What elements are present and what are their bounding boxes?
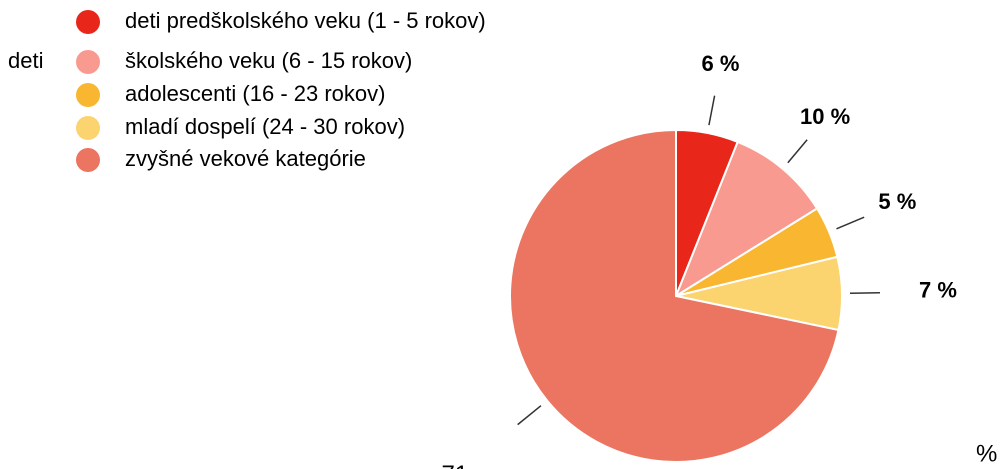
data-label: 5 % (878, 189, 916, 214)
annotation: % (976, 440, 997, 467)
legend-label: adolescenti (16 - 23 rokov) (125, 81, 385, 106)
legend-label: mladí dospelí (24 - 30 rokov) (125, 114, 405, 139)
data-label: 10 % (800, 104, 850, 129)
legend-label: školského veku (6 - 15 rokov) (125, 48, 412, 73)
legend-swatch (76, 148, 100, 172)
legend-swatch (76, 50, 100, 74)
data-label: 7 % (919, 278, 957, 303)
data-label: 6 % (702, 51, 740, 76)
legend-label: zvyšné vekové kategórie (125, 146, 366, 171)
pie-slice (673, 140, 819, 299)
leader-line (708, 95, 716, 126)
leader-line (517, 405, 542, 426)
pie-slice (509, 128, 840, 463)
data-label: 71 (441, 461, 468, 469)
annotation: deti (8, 48, 43, 73)
leader-line (787, 139, 808, 164)
leader-line (836, 216, 865, 230)
legend-swatch (76, 10, 100, 34)
legend-swatch (76, 116, 100, 140)
legend-swatch (76, 83, 100, 107)
legend-label: deti predškolského veku (1 - 5 rokov) (125, 8, 486, 33)
